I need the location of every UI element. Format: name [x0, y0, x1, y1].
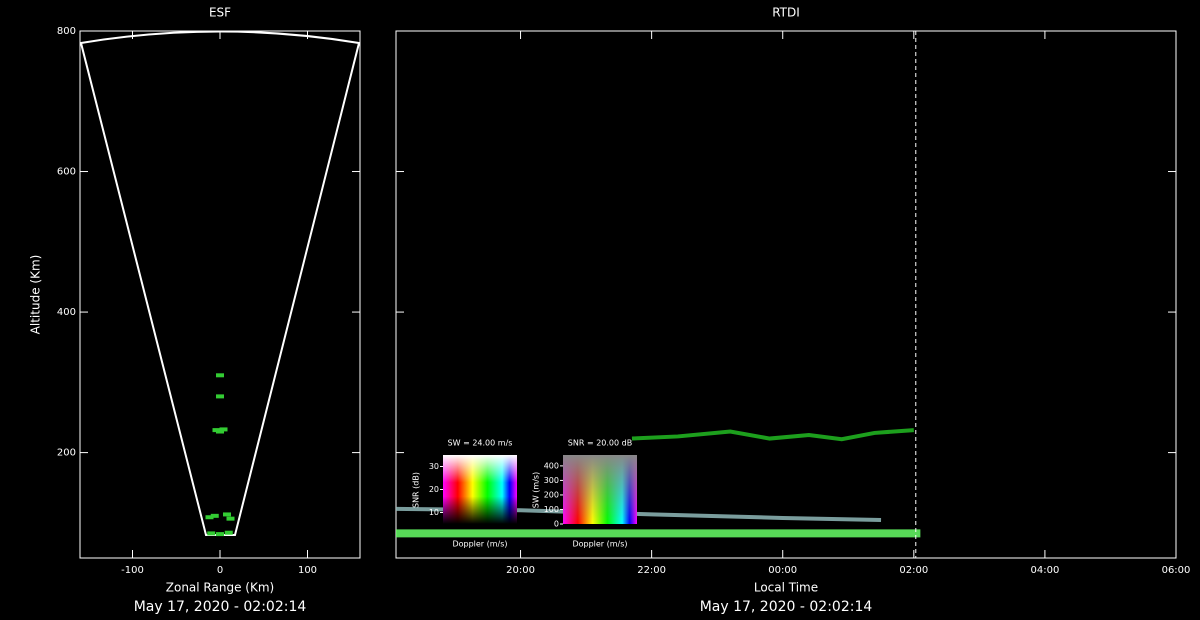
panel-title: RTDI [772, 6, 800, 20]
y-axis-label: Altitude (Km) [29, 255, 43, 335]
echo [207, 531, 216, 536]
echo [219, 427, 228, 432]
inset-tick-label: 10 [429, 508, 439, 517]
echo [210, 513, 219, 518]
inset-tick-label: 400 [544, 461, 559, 470]
inset-tick-label: 200 [544, 490, 559, 499]
echo [216, 394, 224, 399]
x-axis-label: Zonal Range (Km) [166, 581, 274, 595]
echo [205, 515, 214, 520]
echo [216, 532, 224, 537]
x-tick-label: 0 [217, 565, 223, 576]
x-tick-label: 02:00 [899, 565, 928, 576]
x-tick-label: 06:00 [1162, 565, 1191, 576]
echo-layer [631, 428, 914, 442]
y-tick-label: 200 [57, 448, 76, 459]
echo [224, 530, 233, 535]
x-tick-label: 04:00 [1030, 565, 1059, 576]
beam-fan [79, 30, 361, 536]
colormap-shade [563, 455, 637, 524]
y-tick-label: 800 [57, 26, 76, 37]
inset-title: SW = 24.00 m/s [448, 439, 513, 448]
inset-tick-label: 300 [544, 476, 559, 485]
inset-xlabel: Doppler (m/s) [452, 540, 507, 549]
inset-tick-label: 20 [429, 485, 439, 494]
panel-title: ESF [209, 6, 231, 20]
inset-xlabel: Doppler (m/s) [572, 540, 627, 549]
x-tick-label: 20:00 [506, 565, 535, 576]
inset-ylabel: SNR (dB) [412, 472, 421, 508]
inset-tick-label: 0 [554, 520, 559, 529]
inset-title: SNR = 20.00 dB [568, 439, 632, 448]
subtitle: May 17, 2020 - 02:02:14 [134, 599, 307, 615]
inset-ylabel: SW (m/s) [532, 472, 541, 508]
echo [223, 512, 231, 517]
x-tick-label: 22:00 [637, 565, 666, 576]
echo [216, 373, 224, 378]
y-tick-label: 400 [57, 307, 76, 318]
plot-frame [395, 30, 1177, 559]
colormap-shade [443, 455, 517, 524]
y-tick-label: 600 [57, 167, 76, 178]
plot-frame [79, 30, 361, 559]
echo [216, 429, 224, 434]
inset-tick-label: 100 [544, 505, 559, 514]
x-tick-label: 00:00 [768, 565, 797, 576]
subtitle: May 17, 2020 - 02:02:14 [700, 599, 873, 615]
inset-tick-label: 30 [429, 462, 439, 471]
x-tick-label: -100 [121, 565, 144, 576]
x-tick-label: 100 [298, 565, 317, 576]
x-axis-label: Local Time [754, 581, 818, 595]
echo [226, 516, 235, 521]
